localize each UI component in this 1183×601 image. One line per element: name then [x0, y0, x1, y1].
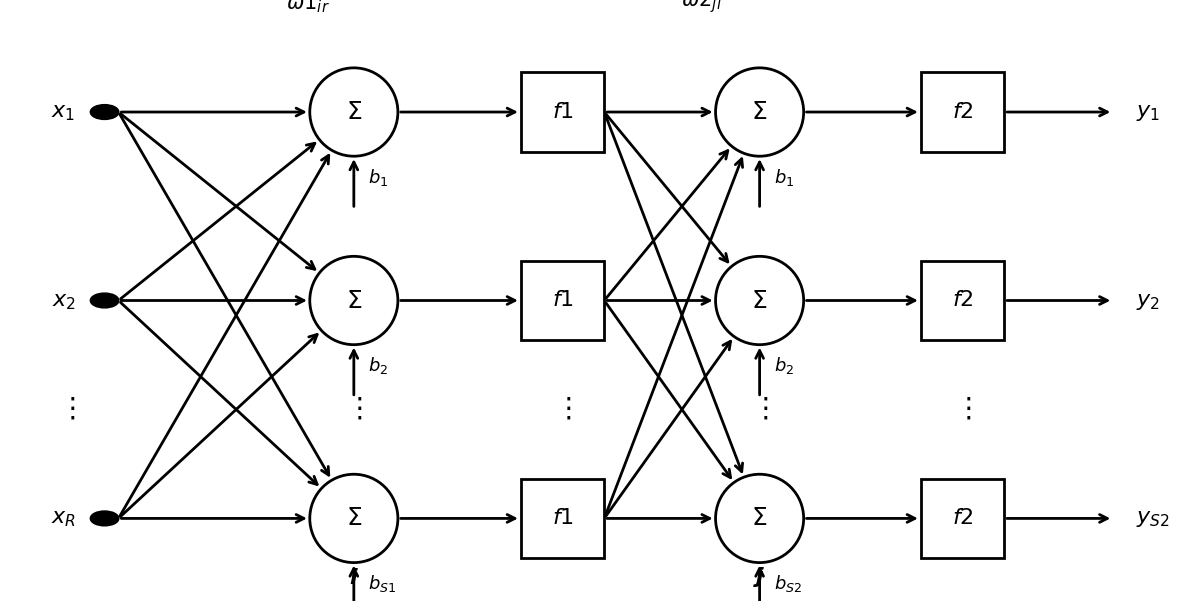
Text: $b_2$: $b_2$: [774, 355, 794, 376]
Text: $\Sigma$: $\Sigma$: [751, 288, 768, 313]
Text: $y_1$: $y_1$: [1137, 101, 1161, 123]
Circle shape: [91, 105, 118, 119]
Bar: [920, 261, 1004, 340]
Text: $\vdots$: $\vdots$: [751, 396, 768, 423]
Text: $b_{S2}$: $b_{S2}$: [774, 573, 802, 594]
Text: $\Sigma$: $\Sigma$: [751, 100, 768, 124]
Text: $\Sigma$: $\Sigma$: [345, 507, 362, 531]
Bar: [521, 478, 605, 558]
Ellipse shape: [716, 474, 803, 563]
Bar: [521, 72, 605, 152]
Text: $\Sigma$: $\Sigma$: [751, 507, 768, 531]
Text: $x_2$: $x_2$: [52, 290, 76, 311]
Text: $x_R$: $x_R$: [51, 507, 76, 529]
Text: $\omega2_{ji}$: $\omega2_{ji}$: [681, 0, 722, 15]
Text: $\Sigma$: $\Sigma$: [345, 288, 362, 313]
Text: $f2$: $f2$: [951, 101, 974, 123]
Ellipse shape: [716, 68, 803, 156]
Bar: [521, 261, 605, 340]
Text: $f1$: $f1$: [551, 290, 574, 311]
Text: $b_1$: $b_1$: [774, 167, 794, 188]
Text: $\vdots$: $\vdots$: [345, 396, 362, 423]
Bar: [920, 72, 1004, 152]
Ellipse shape: [310, 256, 397, 344]
Text: $\Sigma$: $\Sigma$: [345, 100, 362, 124]
Text: $y_2$: $y_2$: [1137, 290, 1161, 311]
Text: $\boldsymbol{i}$: $\boldsymbol{i}$: [349, 567, 358, 589]
Text: $y_{S2}$: $y_{S2}$: [1137, 507, 1170, 529]
Text: $\boldsymbol{j}$: $\boldsymbol{j}$: [754, 565, 765, 589]
Ellipse shape: [716, 256, 803, 344]
Circle shape: [91, 511, 118, 525]
Bar: [920, 478, 1004, 558]
Text: $\vdots$: $\vdots$: [554, 396, 571, 423]
Text: $b_2$: $b_2$: [368, 355, 388, 376]
Ellipse shape: [310, 474, 397, 563]
Text: $f2$: $f2$: [951, 507, 974, 529]
Text: $x_1$: $x_1$: [52, 101, 76, 123]
Ellipse shape: [310, 68, 397, 156]
Text: $f1$: $f1$: [551, 507, 574, 529]
Circle shape: [91, 293, 118, 308]
Text: $b_1$: $b_1$: [368, 167, 388, 188]
Text: $\omega1_{ir}$: $\omega1_{ir}$: [285, 0, 329, 15]
Text: $b_{S1}$: $b_{S1}$: [368, 573, 396, 594]
Text: $\vdots$: $\vdots$: [58, 396, 76, 423]
Text: $f2$: $f2$: [951, 290, 974, 311]
Text: $f1$: $f1$: [551, 101, 574, 123]
Text: $\vdots$: $\vdots$: [953, 396, 971, 423]
